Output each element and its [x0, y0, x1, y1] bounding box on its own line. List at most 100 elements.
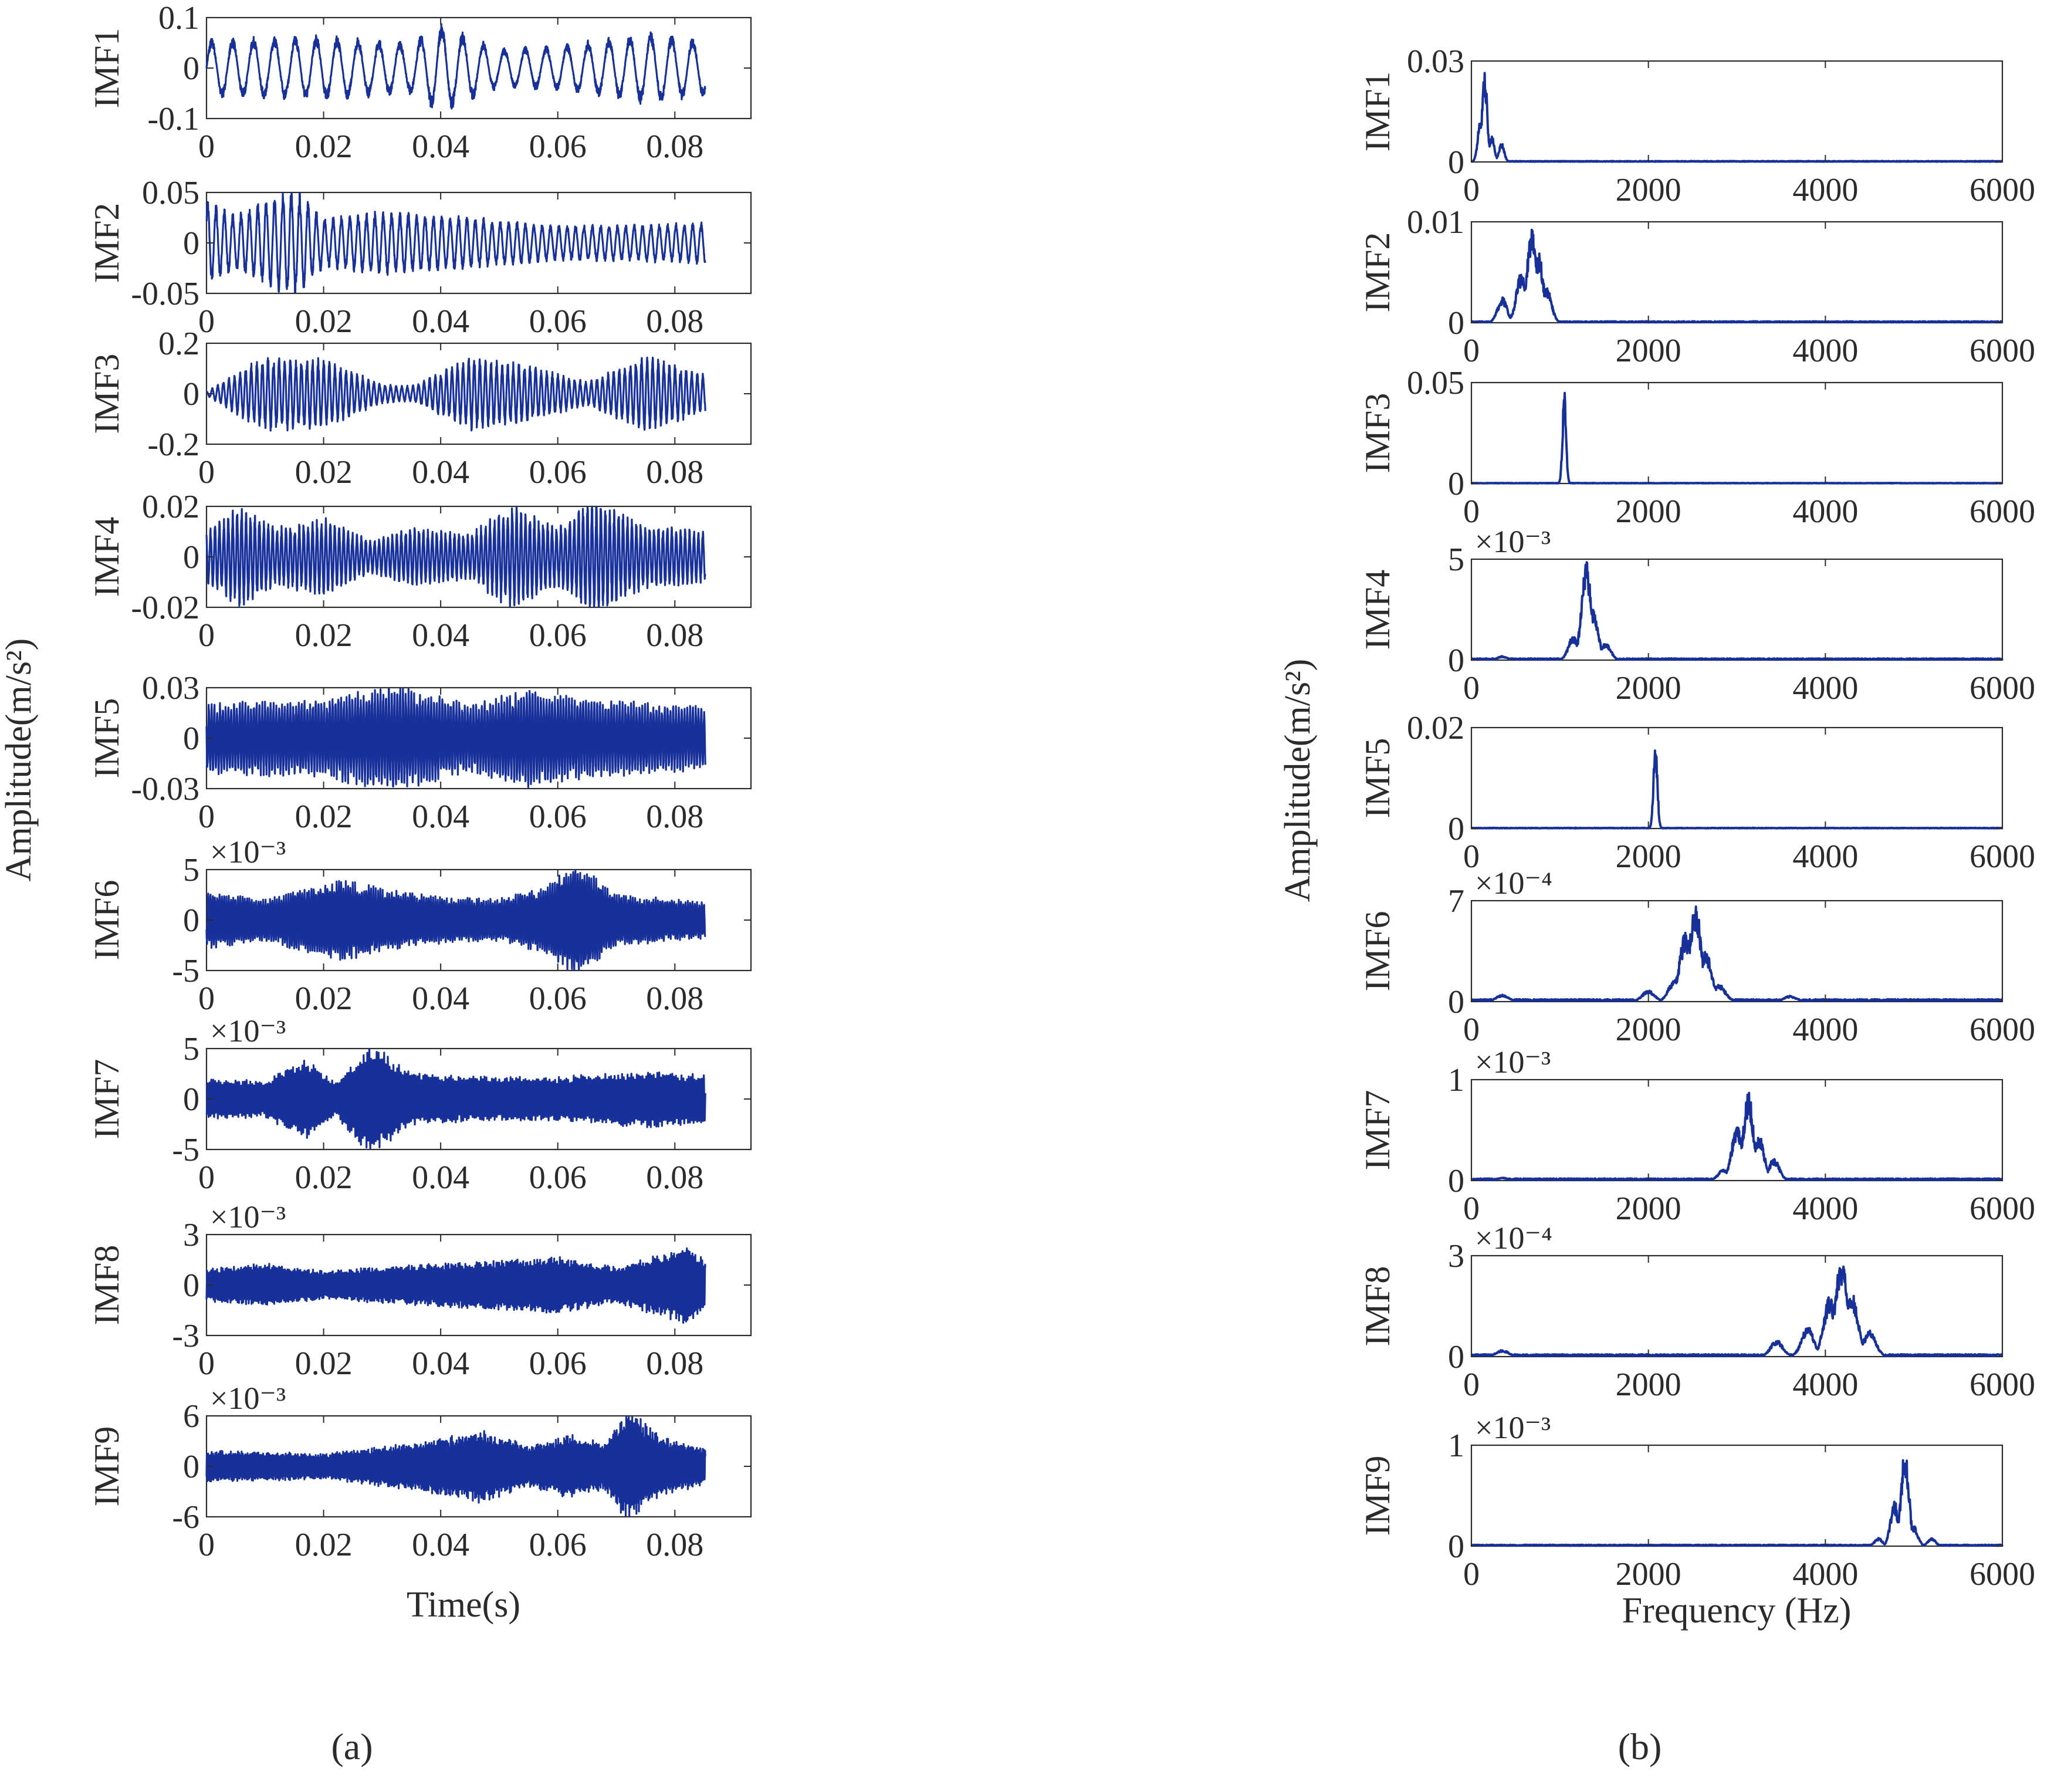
x-tick-label: 6000 [1970, 1556, 2035, 1592]
y-tick-label: 0 [1448, 1529, 1464, 1565]
x-tick-label: 0.04 [412, 1159, 469, 1196]
x-tick-label: 0.06 [529, 303, 587, 340]
x-tick-label: 0.06 [529, 799, 587, 835]
y-tick-label: 0.02 [1407, 710, 1464, 746]
x-tick-label: 0.04 [412, 617, 469, 654]
x-tick-label: 0 [1463, 1191, 1480, 1227]
y-tick-label: 5 [183, 1031, 199, 1067]
series-label-imf9: IMF9 [1358, 1456, 1397, 1536]
series-line-imf8 [1470, 1265, 2004, 1357]
subfigure-label-b: (b) [1618, 1726, 1662, 1767]
y-tick-label: 0.03 [1407, 43, 1464, 80]
subplot-imf4: 0 5 0 2000 4000 6000 IMF4 ×10⁻³ [1358, 524, 2035, 706]
plot-frame [1470, 558, 2004, 661]
x-tick-label: 0.02 [295, 129, 353, 165]
y-tick-label: 0 [1448, 1339, 1464, 1375]
y-tick-label: 0.05 [142, 175, 199, 211]
x-tick-label: 0 [1463, 670, 1480, 706]
subplot-imf1: 0 0.03 0 2000 4000 6000 IMF1 [1358, 43, 2035, 208]
x-tick-label: 0.06 [529, 1159, 587, 1196]
x-tick-label: 0.04 [412, 980, 469, 1017]
y-tick-label: -5 [172, 953, 199, 989]
series-line-imf9 [205, 1416, 706, 1517]
y-tick-label: 0.01 [1407, 204, 1464, 241]
y-tick-label: 0.1 [158, 0, 199, 36]
x-tick-label: 4000 [1792, 1556, 1858, 1592]
x-tick-label: 2000 [1616, 1191, 1681, 1227]
x-tick-label: 0.08 [646, 1159, 703, 1196]
y-tick-label: 3 [183, 1217, 199, 1253]
x-tick-label: 0 [1463, 838, 1480, 875]
x-tick-label: 0 [198, 1345, 215, 1382]
subplot-imf2: 0 0.01 0 2000 4000 6000 IMF2 [1358, 204, 2035, 369]
x-tick-label: 2000 [1616, 333, 1681, 369]
y-tick-label: -0.05 [131, 276, 199, 312]
plot-frame [1470, 1255, 2004, 1358]
y-tick-label: 0 [183, 225, 199, 262]
y-tick-label: -5 [172, 1132, 199, 1168]
subplot-imf3: 0 0.05 0 2000 4000 6000 IMF3 [1358, 365, 2035, 530]
x-tick-label: 0 [1463, 333, 1480, 369]
series-label-imf1: IMF1 [1358, 72, 1397, 152]
x-tick-label: 0 [198, 454, 215, 491]
x-tick-label: 0 [1463, 172, 1480, 208]
x-tick-label: 6000 [1970, 838, 2035, 875]
x-tick-label: 0.06 [529, 617, 587, 654]
plot-frame [1470, 900, 2004, 1003]
x-tick-label: 4000 [1792, 1191, 1858, 1227]
x-tick-label: 0.04 [412, 799, 469, 835]
series-line-imf2 [205, 192, 706, 293]
series-label-imf6: IMF6 [1358, 911, 1397, 992]
x-tick-label: 0.08 [646, 799, 703, 835]
x-tick-label: 0 [198, 980, 215, 1017]
y-tick-label: 0 [183, 50, 199, 87]
panel-a-y-axis-title: Amplitude(m/s²) [0, 638, 39, 882]
series-line-imf7 [205, 1049, 706, 1149]
series-label-imf6: IMF6 [87, 880, 126, 961]
y-tick-label: 7 [1448, 883, 1464, 919]
series-line-imf6 [205, 870, 706, 971]
x-tick-label: 6000 [1970, 1367, 2035, 1403]
series-label-imf3: IMF3 [1358, 393, 1397, 474]
x-tick-label: 0 [198, 799, 215, 835]
x-tick-label: 0.08 [646, 129, 703, 165]
y-tick-label: 0.02 [142, 489, 199, 525]
series-label-imf8: IMF8 [87, 1245, 126, 1326]
x-tick-label: 0.02 [295, 980, 353, 1017]
y-tick-label: -6 [172, 1499, 199, 1536]
series-label-imf5: IMF5 [87, 698, 126, 779]
series-line-imf3 [205, 356, 706, 432]
y-tick-label: 6 [183, 1398, 199, 1435]
x-tick-label: 6000 [1970, 172, 2035, 208]
series-line-imf3 [1470, 391, 2004, 485]
x-tick-label: 2000 [1616, 1012, 1681, 1048]
x-tick-label: 0.04 [412, 454, 469, 491]
series-line-imf5 [205, 688, 706, 789]
x-tick-label: 0 [1463, 1367, 1480, 1403]
x-tick-label: 0.02 [295, 454, 353, 491]
x-tick-label: 2000 [1616, 1556, 1681, 1592]
y-axis-multiplier: ×10⁻³ [1475, 524, 1551, 559]
y-tick-label: 0.05 [1407, 365, 1464, 401]
series-line-imf9 [1470, 1459, 2004, 1547]
plot-frame [1470, 1444, 2004, 1547]
y-tick-label: 0 [183, 1267, 199, 1304]
y-tick-label: 0 [183, 902, 199, 939]
y-axis-multiplier: ×10⁻³ [210, 1199, 286, 1235]
x-tick-label: 4000 [1792, 670, 1858, 706]
y-tick-label: 0 [1448, 811, 1464, 847]
x-tick-label: 0.02 [295, 1159, 353, 1196]
x-tick-label: 0.04 [412, 1527, 469, 1563]
series-line-imf4 [1470, 561, 2004, 661]
plot-frame [1470, 726, 2004, 830]
y-tick-label: 0 [1448, 984, 1464, 1020]
subfigure-label-a: (a) [331, 1726, 373, 1767]
series-label-imf2: IMF2 [1358, 232, 1397, 313]
panel-b-y-axis-title: Amplitude(m/s²) [1278, 659, 1318, 902]
y-tick-label: 0 [1448, 466, 1464, 502]
series-line-imf2 [1470, 228, 2004, 324]
